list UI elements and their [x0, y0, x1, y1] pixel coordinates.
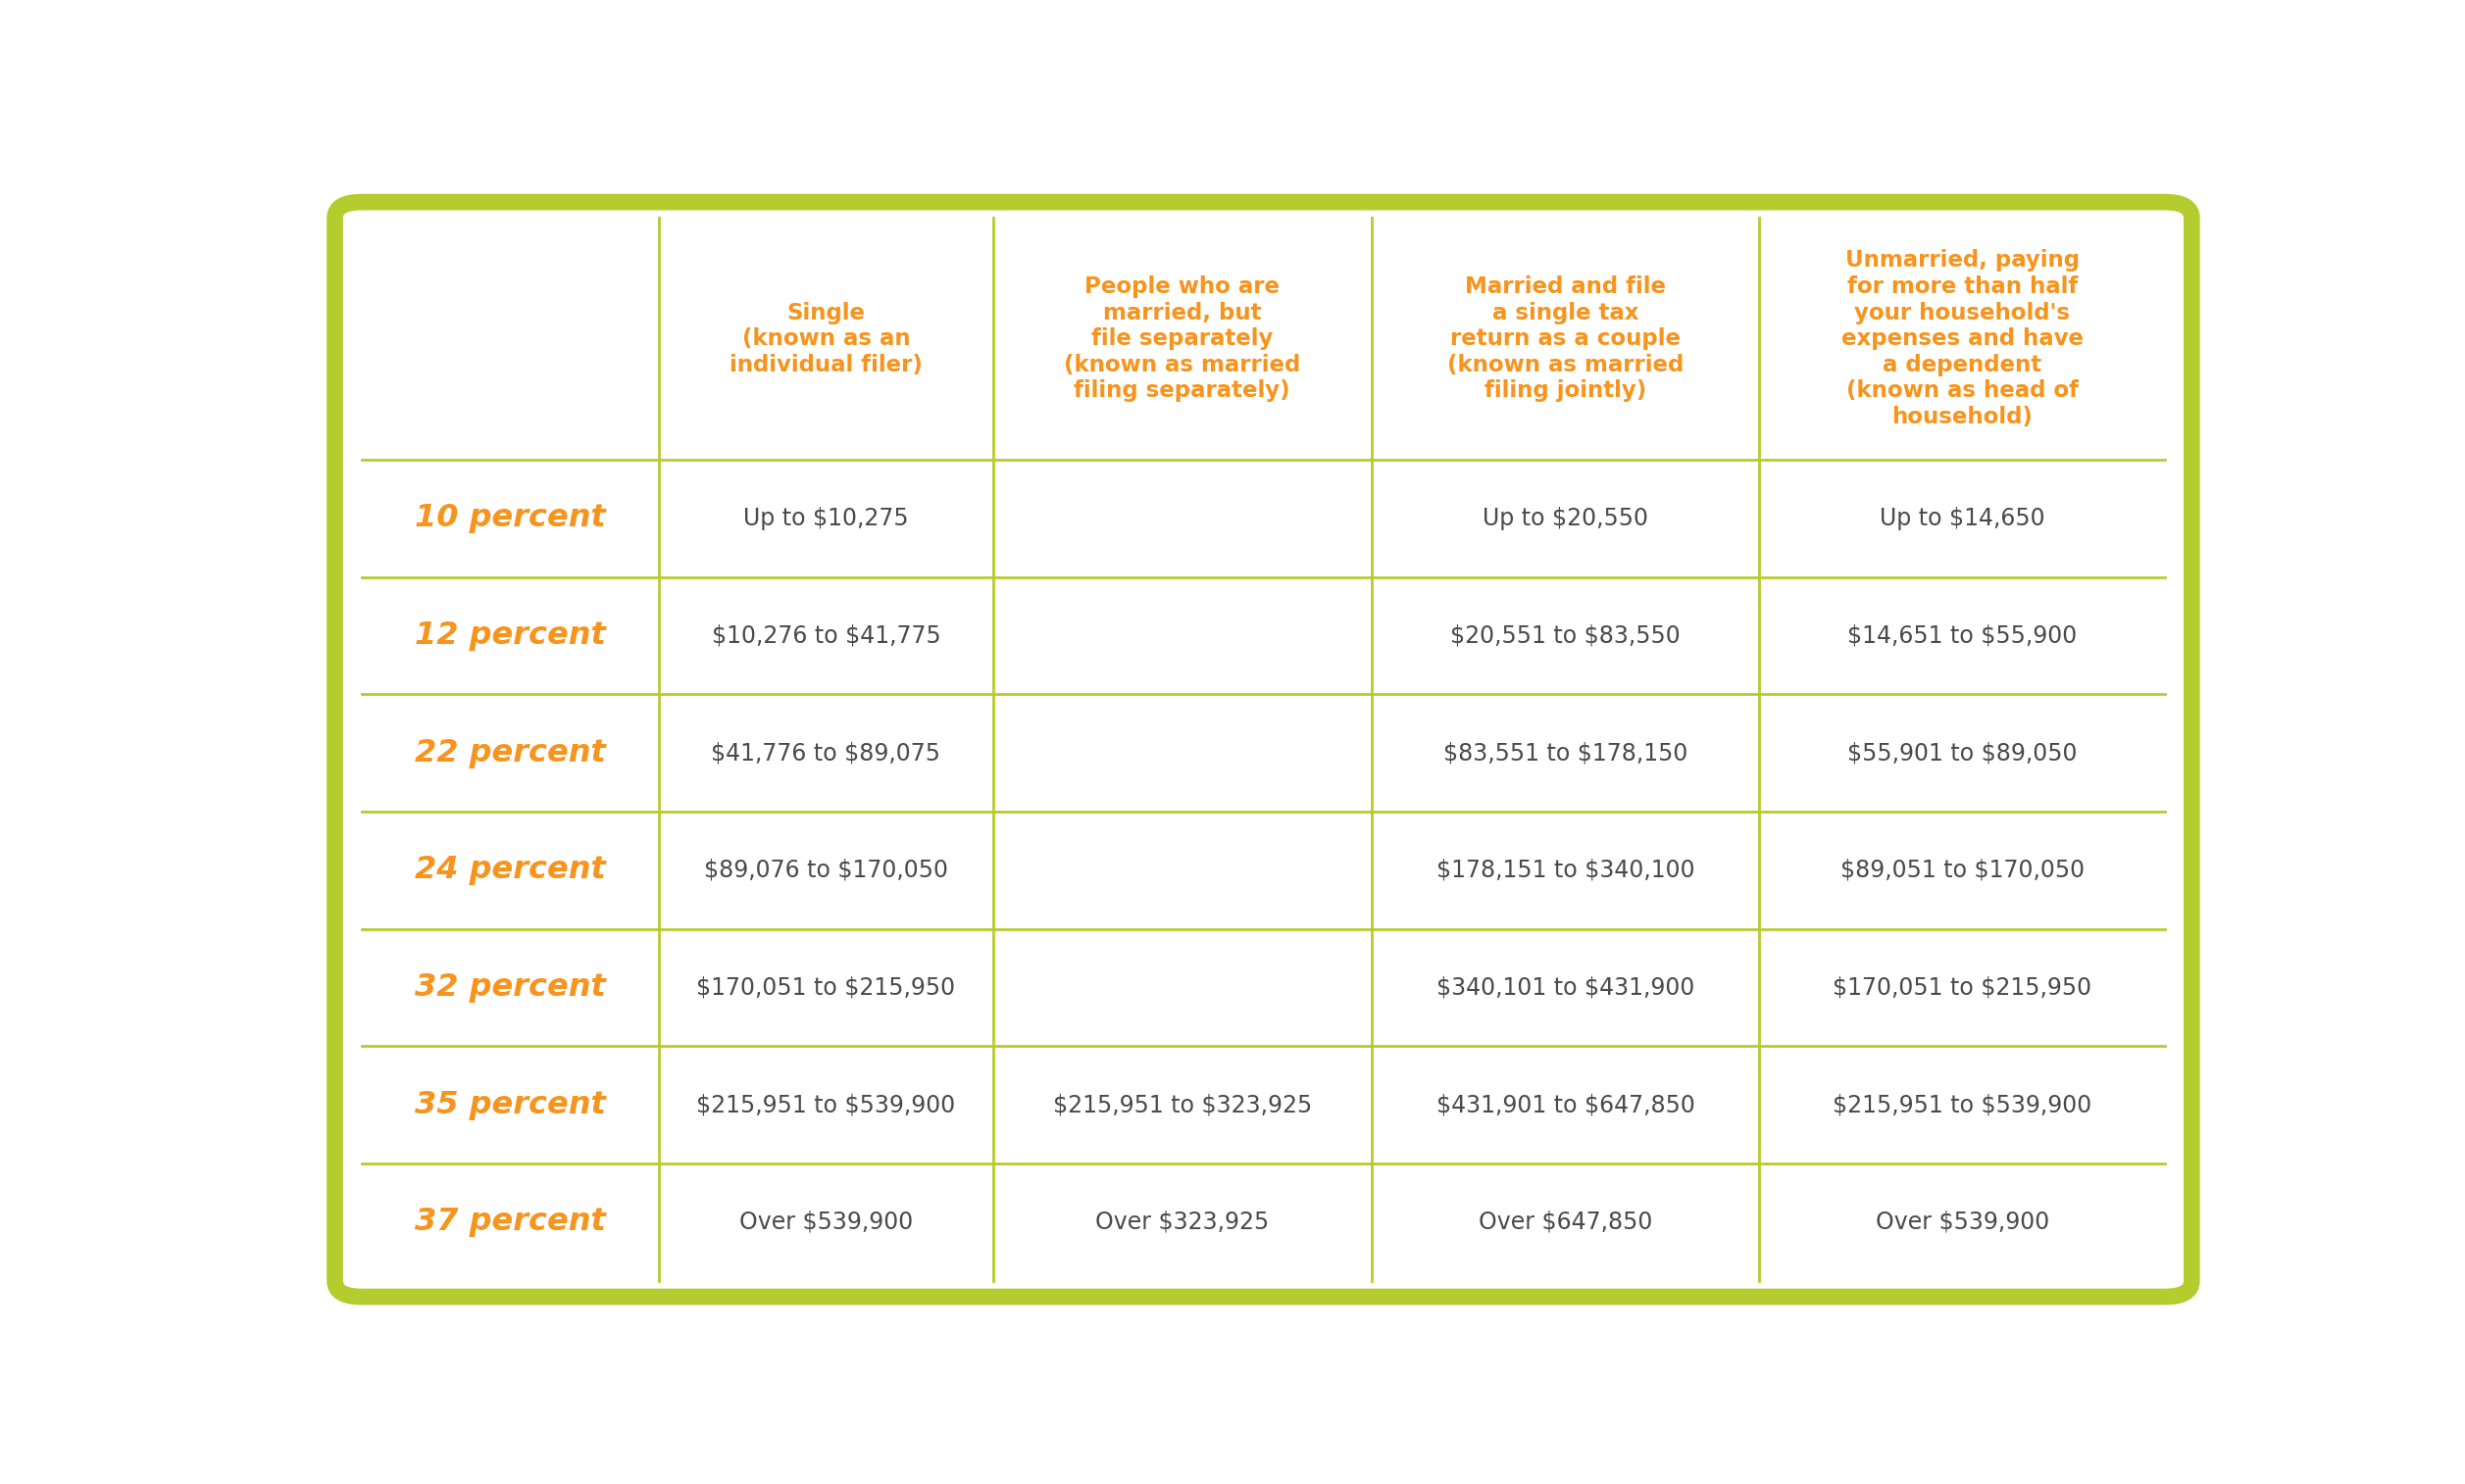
Text: Over $539,900: Over $539,900: [1876, 1211, 2048, 1233]
Text: 35 percent: 35 percent: [414, 1089, 606, 1120]
Text: 12 percent: 12 percent: [414, 620, 606, 650]
Text: People who are
married, but
file separately
(known as married
filing separately): People who are married, but file separat…: [1065, 276, 1302, 402]
Text: Up to $20,550: Up to $20,550: [1481, 506, 1649, 530]
Text: 24 percent: 24 percent: [414, 855, 606, 886]
Text: $14,651 to $55,900: $14,651 to $55,900: [1846, 623, 2078, 647]
Text: 10 percent: 10 percent: [414, 503, 606, 533]
Text: Up to $10,275: Up to $10,275: [744, 506, 910, 530]
Text: Up to $14,650: Up to $14,650: [1878, 506, 2046, 530]
Text: Single
(known as an
individual filer): Single (known as an individual filer): [730, 301, 922, 375]
Text: 32 percent: 32 percent: [414, 972, 606, 1003]
Text: $340,101 to $431,900: $340,101 to $431,900: [1437, 975, 1693, 999]
FancyBboxPatch shape: [335, 202, 2191, 1297]
Text: Over $323,925: Over $323,925: [1094, 1211, 1269, 1233]
Text: $41,776 to $89,075: $41,776 to $89,075: [712, 741, 942, 764]
Text: 22 percent: 22 percent: [414, 738, 606, 769]
Text: $20,551 to $83,550: $20,551 to $83,550: [1449, 623, 1681, 647]
Text: $55,901 to $89,050: $55,901 to $89,050: [1846, 741, 2078, 764]
Text: 37 percent: 37 percent: [414, 1206, 606, 1238]
Text: $170,051 to $215,950: $170,051 to $215,950: [1831, 975, 2093, 999]
Text: $178,151 to $340,100: $178,151 to $340,100: [1437, 858, 1693, 881]
Text: $89,076 to $170,050: $89,076 to $170,050: [705, 858, 949, 881]
Text: Married and file
a single tax
return as a couple
(known as married
filing jointl: Married and file a single tax return as …: [1447, 276, 1684, 402]
Text: $215,951 to $539,900: $215,951 to $539,900: [1831, 1094, 2093, 1116]
Text: Unmarried, paying
for more than half
your household's
expenses and have
a depend: Unmarried, paying for more than half you…: [1841, 249, 2083, 429]
Text: $215,951 to $539,900: $215,951 to $539,900: [698, 1094, 956, 1116]
Text: Over $539,900: Over $539,900: [739, 1211, 912, 1233]
Text: $89,051 to $170,050: $89,051 to $170,050: [1839, 858, 2085, 881]
Text: $83,551 to $178,150: $83,551 to $178,150: [1442, 741, 1689, 764]
Text: $431,901 to $647,850: $431,901 to $647,850: [1437, 1094, 1696, 1116]
Text: $10,276 to $41,775: $10,276 to $41,775: [712, 623, 942, 647]
Text: $215,951 to $323,925: $215,951 to $323,925: [1053, 1094, 1311, 1116]
Text: Over $647,850: Over $647,850: [1479, 1211, 1652, 1233]
Text: $170,051 to $215,950: $170,051 to $215,950: [698, 975, 956, 999]
